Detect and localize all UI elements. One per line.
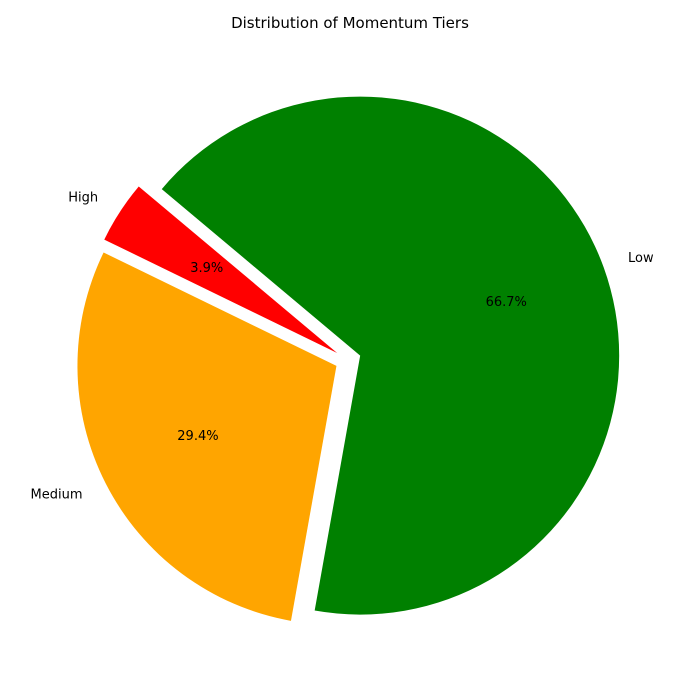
pie-slice-low <box>161 96 620 615</box>
slice-label-high: High <box>68 190 98 205</box>
pie-slices <box>77 96 620 621</box>
pct-label-high: 3.9% <box>190 261 223 276</box>
chart-title: Distribution of Momentum Tiers <box>231 14 469 32</box>
pct-label-low: 66.7% <box>486 295 527 310</box>
pie-labels: High 3.9% Medium 29.4% Low 66.7% <box>31 190 654 502</box>
pie-slice-high <box>104 186 338 353</box>
pct-label-medium: 29.4% <box>177 429 218 444</box>
slice-label-low: Low <box>628 251 654 266</box>
pie-slice-medium <box>77 252 337 621</box>
slice-label-medium: Medium <box>31 488 83 503</box>
